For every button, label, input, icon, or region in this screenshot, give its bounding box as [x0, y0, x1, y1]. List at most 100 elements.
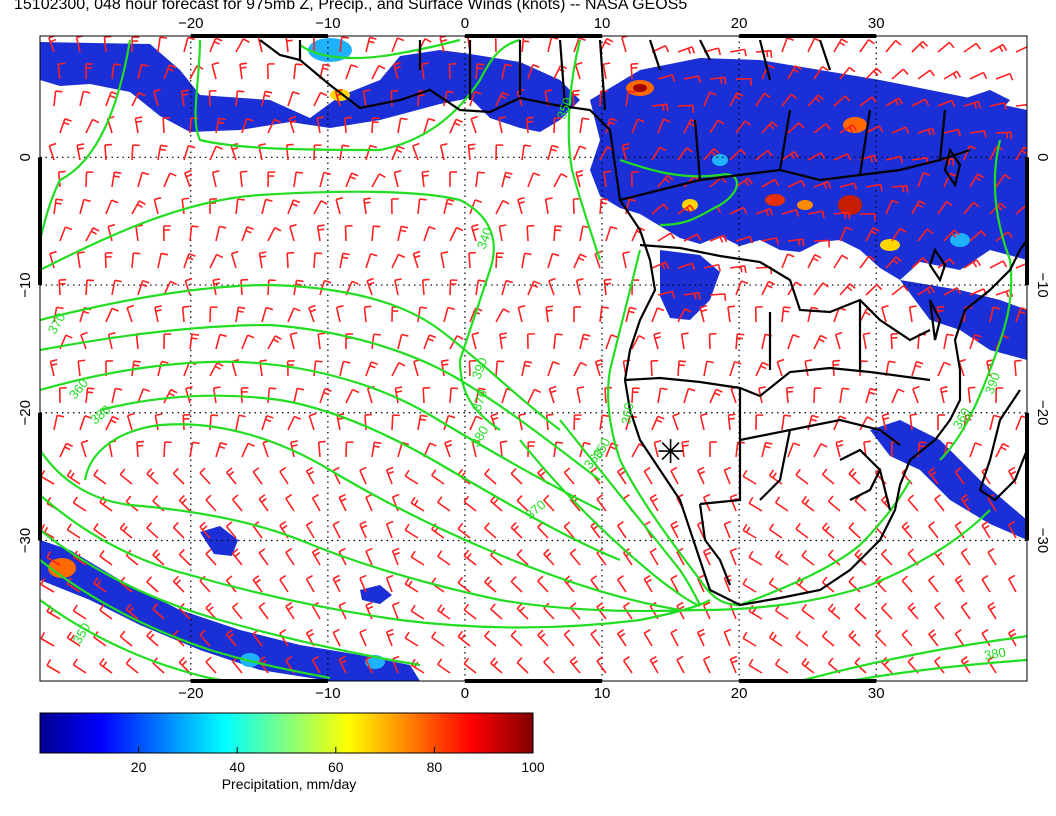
- wind-barb: [781, 253, 795, 269]
- wind-barb-shaft: [516, 500, 529, 512]
- wind-barb-flag: [817, 94, 824, 101]
- wind-barb: [833, 95, 851, 107]
- wind-barb: [484, 468, 497, 485]
- wind-barb-flag: [997, 205, 1003, 211]
- wind-barb-flag: [657, 307, 665, 312]
- wind-barb-flag: [768, 523, 775, 531]
- axis-bar-right: [1025, 157, 1029, 286]
- wind-barb-flag: [1009, 73, 1014, 81]
- wind-barb-shaft: [681, 442, 685, 458]
- wind-barb-flag: [285, 655, 293, 662]
- wind-barb-shaft: [240, 279, 243, 296]
- wind-barb-shaft: [928, 579, 939, 593]
- wind-barb-shaft: [339, 37, 343, 53]
- wind-barb-flag: [476, 67, 484, 70]
- wind-barb-flag: [651, 659, 658, 665]
- wind-barb: [630, 171, 639, 188]
- wind-barb: [72, 496, 87, 512]
- wind-barb: [625, 306, 637, 323]
- wind-barb-flag: [720, 77, 723, 84]
- wind-barb: [543, 548, 555, 566]
- wind-barb-flag: [628, 310, 635, 314]
- wind-barb: [761, 121, 778, 134]
- wind-barb-flag: [699, 632, 706, 637]
- lat-tick-label-right: −20: [1034, 400, 1051, 425]
- wind-barb: [404, 631, 419, 647]
- wind-barb-shaft: [359, 469, 367, 485]
- wind-barb-shaft: [781, 415, 785, 431]
- wind-barb: [225, 467, 237, 485]
- wind-barb-shaft: [579, 442, 585, 458]
- wind-barb: [709, 119, 725, 134]
- wind-barb-shaft: [813, 239, 830, 242]
- wind-barb-flag: [875, 67, 883, 74]
- wind-barb: [989, 260, 1008, 269]
- wind-barb: [891, 284, 909, 296]
- wind-barb-shaft: [285, 551, 295, 566]
- wind-barb-shaft: [215, 442, 222, 458]
- wind-barb: [181, 305, 190, 323]
- wind-barb-shaft: [742, 583, 757, 593]
- wind-barb: [954, 521, 965, 539]
- wind-barb-flag: [82, 310, 90, 314]
- wind-barb-flag: [431, 577, 437, 584]
- wind-barb: [1015, 262, 1027, 269]
- precip-core: [843, 117, 867, 133]
- wind-barb: [111, 279, 122, 296]
- wind-barb-flag: [258, 494, 266, 500]
- wind-barb-flag: [505, 279, 514, 284]
- wind-barb-shaft: [761, 237, 777, 242]
- wind-barb: [93, 523, 107, 539]
- wind-barb-flag: [854, 657, 861, 664]
- wind-barb-shaft: [781, 93, 792, 107]
- wind-barb-shaft: [605, 442, 613, 458]
- wind-barb: [989, 202, 1007, 215]
- wind-barb-flag: [818, 338, 825, 343]
- wind-barb: [332, 520, 341, 539]
- wind-barb-flag: [526, 120, 534, 123]
- wind-barb-flag: [500, 440, 508, 443]
- wind-barb-shaft: [676, 551, 685, 566]
- wind-barb-flag: [910, 606, 916, 612]
- wind-barb: [391, 253, 406, 269]
- wind-barb-flag: [839, 41, 846, 47]
- wind-barb: [657, 174, 674, 188]
- wind-barb: [813, 443, 828, 458]
- wind-barb: [621, 36, 629, 53]
- wind-barb-shaft: [267, 335, 276, 350]
- wind-barb-flag: [820, 152, 826, 160]
- precip-area-mozambique-channel: [870, 420, 1027, 540]
- wind-barb-shaft: [670, 470, 679, 485]
- wind-barb-flag: [715, 388, 723, 393]
- wind-barb-flag: [694, 293, 697, 300]
- wind-barb-shaft: [683, 75, 699, 80]
- wind-barb: [599, 198, 609, 215]
- wind-barb-shaft: [107, 226, 113, 242]
- wind-barb-flag: [663, 118, 671, 123]
- wind-barb-flag: [146, 522, 153, 529]
- height-contour: [40, 360, 601, 511]
- wind-barb-flag: [883, 417, 890, 421]
- wind-barb-shaft: [99, 501, 113, 512]
- wind-barb: [774, 550, 789, 566]
- wind-barb-flag: [742, 469, 748, 477]
- wind-barb-flag: [628, 90, 636, 94]
- wind-barb-flag: [185, 385, 193, 390]
- wind-barb-flag: [226, 629, 233, 635]
- wind-barb-flag: [400, 229, 407, 233]
- wind-barb: [241, 334, 255, 350]
- wind-barb-shaft: [457, 528, 471, 539]
- wind-barb-shaft: [335, 307, 341, 323]
- wind-barb-flag: [653, 331, 661, 336]
- wind-barb: [339, 144, 350, 161]
- wind-barb-shaft: [769, 528, 783, 539]
- wind-barb-shaft: [875, 526, 887, 539]
- wind-barb: [359, 466, 367, 485]
- wind-barb-flag: [269, 387, 277, 390]
- wind-barb-shaft: [937, 41, 951, 53]
- wind-barb-flag: [239, 62, 247, 65]
- wind-barb-flag: [160, 144, 168, 148]
- wind-barb-flag: [772, 634, 777, 641]
- wind-barb-flag: [369, 144, 378, 149]
- wind-barb-flag: [793, 442, 801, 447]
